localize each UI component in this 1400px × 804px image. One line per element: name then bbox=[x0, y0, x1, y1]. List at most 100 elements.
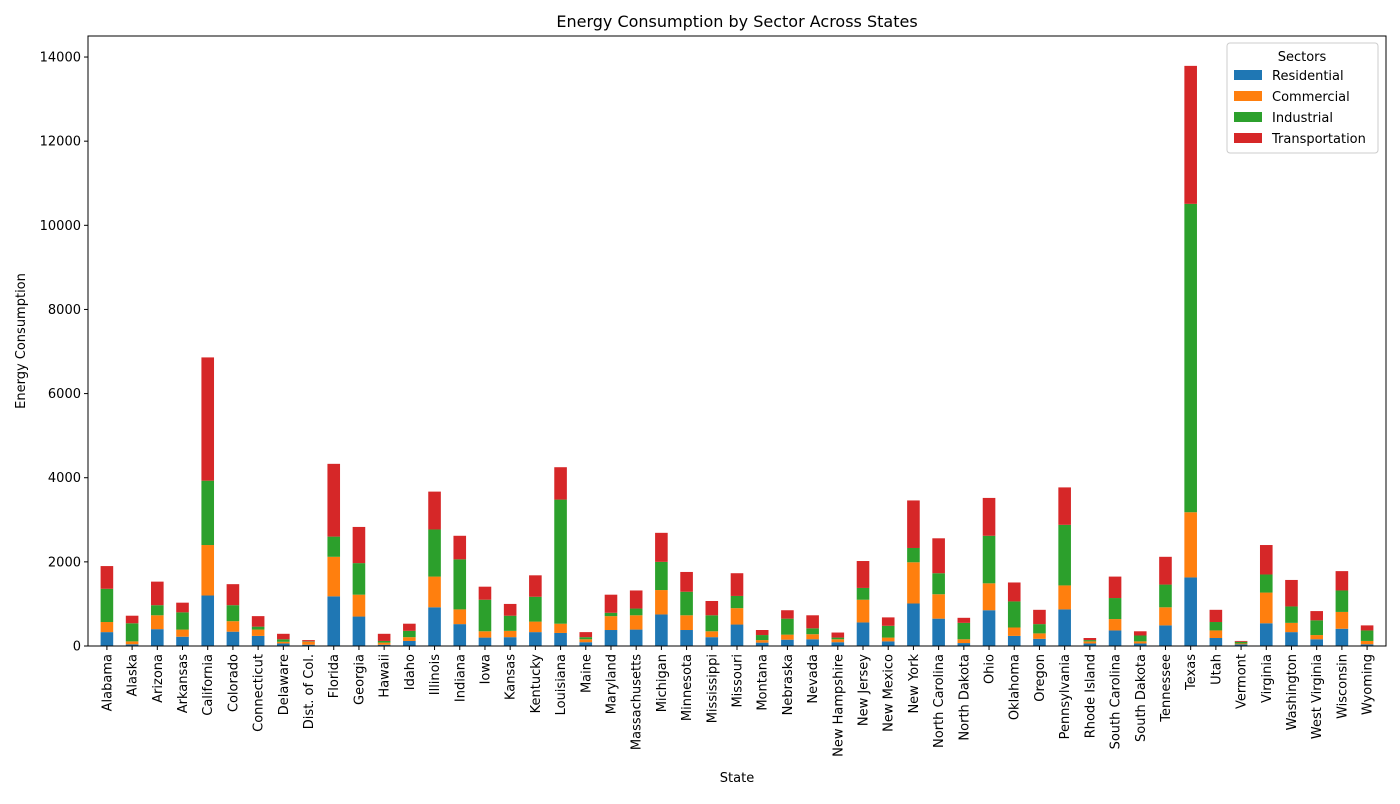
x-tick-label-4: California bbox=[201, 654, 216, 716]
bar-industrial-12 bbox=[403, 631, 416, 637]
bar-commercial-28 bbox=[806, 634, 819, 639]
y-tick-label-4: 8000 bbox=[48, 303, 81, 318]
bar-transportation-0 bbox=[101, 566, 114, 589]
bar-industrial-27 bbox=[781, 619, 794, 635]
x-tick-label-19: Maine bbox=[579, 654, 594, 693]
bar-transportation-18 bbox=[554, 467, 567, 499]
x-tick-label-45: Vermont bbox=[1235, 654, 1250, 709]
bar-transportation-13 bbox=[428, 492, 441, 530]
x-tick-label-9: Florida bbox=[327, 654, 342, 698]
bar-residential-18 bbox=[554, 633, 567, 646]
bar-commercial-3 bbox=[176, 630, 189, 637]
legend-title: Sectors bbox=[1278, 50, 1327, 65]
bar-residential-32 bbox=[907, 604, 920, 646]
x-tick-label-6: Connecticut bbox=[252, 654, 267, 732]
bar-residential-10 bbox=[353, 617, 366, 646]
bar-transportation-11 bbox=[378, 634, 391, 641]
bar-transportation-40 bbox=[1109, 577, 1122, 598]
x-tick-label-28: Nevada bbox=[806, 654, 821, 704]
bar-commercial-36 bbox=[1008, 627, 1021, 635]
bar-residential-24 bbox=[706, 637, 719, 646]
bar-industrial-32 bbox=[907, 548, 920, 562]
x-axis-label: State bbox=[720, 771, 754, 786]
bar-industrial-42 bbox=[1159, 585, 1172, 608]
bar-commercial-31 bbox=[882, 638, 895, 642]
bar-transportation-29 bbox=[832, 633, 845, 638]
bar-commercial-24 bbox=[706, 631, 719, 637]
bar-transportation-31 bbox=[882, 617, 895, 625]
bar-commercial-9 bbox=[327, 557, 340, 597]
bar-residential-42 bbox=[1159, 625, 1172, 646]
bar-residential-22 bbox=[655, 614, 668, 646]
bar-industrial-7 bbox=[277, 639, 290, 642]
x-tick-label-42: Tennessee bbox=[1159, 654, 1174, 723]
bar-industrial-25 bbox=[731, 596, 744, 608]
bar-commercial-42 bbox=[1159, 607, 1172, 625]
bar-commercial-22 bbox=[655, 590, 668, 614]
x-tick-label-47: Washington bbox=[1285, 654, 1300, 730]
bar-industrial-23 bbox=[680, 592, 693, 616]
legend-label-residential: Residential bbox=[1272, 69, 1344, 84]
x-tick-label-29: New Hampshire bbox=[831, 654, 846, 757]
bar-residential-46 bbox=[1260, 623, 1273, 646]
bar-transportation-33 bbox=[932, 538, 945, 573]
bar-industrial-33 bbox=[932, 573, 945, 594]
bar-commercial-13 bbox=[428, 577, 441, 608]
bar-industrial-29 bbox=[832, 638, 845, 640]
bar-transportation-36 bbox=[1008, 582, 1021, 601]
bar-residential-38 bbox=[1058, 609, 1071, 646]
bar-transportation-12 bbox=[403, 624, 416, 631]
bar-residential-48 bbox=[1310, 639, 1323, 646]
bar-commercial-35 bbox=[983, 583, 996, 610]
bar-transportation-35 bbox=[983, 498, 996, 536]
bar-industrial-28 bbox=[806, 628, 819, 634]
x-tick-label-2: Arizona bbox=[151, 654, 166, 703]
bar-residential-43 bbox=[1184, 577, 1197, 646]
bar-transportation-28 bbox=[806, 615, 819, 628]
bar-industrial-14 bbox=[453, 559, 466, 609]
bar-commercial-43 bbox=[1184, 512, 1197, 577]
x-tick-label-37: Oregon bbox=[1033, 654, 1048, 702]
bar-commercial-45 bbox=[1235, 643, 1248, 644]
bar-residential-4 bbox=[201, 596, 214, 646]
bar-residential-0 bbox=[101, 632, 114, 646]
bar-industrial-11 bbox=[378, 641, 391, 643]
bar-residential-19 bbox=[579, 642, 592, 646]
bar-commercial-39 bbox=[1084, 641, 1097, 643]
bar-transportation-17 bbox=[529, 575, 542, 596]
x-tick-label-0: Alabama bbox=[100, 654, 115, 711]
bar-commercial-16 bbox=[504, 631, 517, 637]
bar-industrial-30 bbox=[857, 588, 870, 600]
x-tick-label-18: Louisiana bbox=[554, 654, 569, 715]
bar-transportation-16 bbox=[504, 604, 517, 616]
bar-transportation-8 bbox=[302, 640, 315, 641]
x-tick-label-38: Pennsylvania bbox=[1058, 654, 1073, 739]
bar-transportation-24 bbox=[706, 601, 719, 615]
bar-transportation-4 bbox=[201, 357, 214, 480]
bar-commercial-12 bbox=[403, 637, 416, 641]
x-tick-label-1: Alaska bbox=[126, 654, 141, 697]
bar-commercial-49 bbox=[1336, 612, 1349, 629]
bar-transportation-49 bbox=[1336, 571, 1349, 590]
bar-transportation-3 bbox=[176, 603, 189, 613]
bar-transportation-38 bbox=[1058, 487, 1071, 524]
bar-transportation-2 bbox=[151, 582, 164, 606]
bar-commercial-23 bbox=[680, 615, 693, 630]
bar-industrial-49 bbox=[1336, 590, 1349, 611]
x-tick-label-34: North Dakota bbox=[957, 654, 972, 741]
bar-commercial-14 bbox=[453, 609, 466, 624]
bar-commercial-15 bbox=[479, 631, 492, 637]
bar-commercial-46 bbox=[1260, 593, 1273, 624]
bar-commercial-32 bbox=[907, 562, 920, 603]
bar-commercial-48 bbox=[1310, 635, 1323, 639]
x-tick-label-46: Virginia bbox=[1260, 654, 1275, 703]
bar-commercial-26 bbox=[756, 640, 769, 643]
bar-commercial-29 bbox=[832, 639, 845, 642]
bar-residential-30 bbox=[857, 622, 870, 646]
x-tick-label-22: Michigan bbox=[655, 654, 670, 712]
x-tick-label-31: New Mexico bbox=[882, 654, 897, 732]
bar-industrial-15 bbox=[479, 600, 492, 632]
bar-industrial-36 bbox=[1008, 601, 1021, 627]
bar-industrial-24 bbox=[706, 615, 719, 631]
